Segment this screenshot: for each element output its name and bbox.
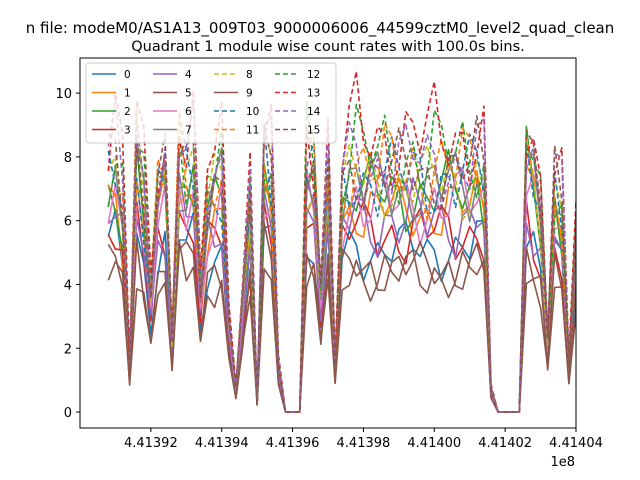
- legend-box: [85, 62, 337, 144]
- x-tick-label: 4.41400: [407, 436, 461, 451]
- x-tick-label: 4.41402: [478, 436, 532, 451]
- legend-label-15: 15: [307, 125, 320, 137]
- legend-label-7: 7: [185, 125, 192, 137]
- chart-title: Quadrant 1 module wise count rates with …: [131, 39, 525, 55]
- y-axis: 0 2 4 6 8 10: [55, 87, 80, 421]
- x-tick-label: 4.41398: [337, 436, 391, 451]
- x-offset-label: 1e8: [550, 455, 575, 470]
- y-tick-label: 4: [64, 278, 72, 293]
- y-tick-label: 2: [64, 342, 72, 357]
- x-tick-label: 4.41392: [124, 436, 178, 451]
- legend-label-11: 11: [246, 125, 259, 137]
- legend-label-1: 1: [124, 88, 131, 100]
- legend-label-4: 4: [185, 69, 192, 81]
- x-tick-label: 4.41394: [195, 436, 249, 451]
- plot-frame: [79, 57, 577, 429]
- legend-label-5: 5: [185, 88, 192, 100]
- series-line-3: [107, 200, 576, 413]
- y-tick-label: 8: [64, 151, 72, 166]
- x-tick-label: 4.41396: [266, 436, 320, 451]
- legend-label-0: 0: [124, 69, 131, 81]
- legend-label-9: 9: [246, 88, 253, 100]
- legend-label-3: 3: [124, 125, 131, 137]
- legend-label-2: 2: [124, 106, 131, 118]
- legend-label-13: 13: [307, 88, 320, 100]
- x-axis: 4.41392 4.41394 4.41396 4.41398 4.41400 4.414…: [124, 428, 603, 451]
- y-tick-label: 6: [64, 215, 72, 230]
- legend-label-8: 8: [246, 69, 253, 81]
- series-line-14: [107, 98, 576, 413]
- legend-label-12: 12: [307, 69, 320, 81]
- series-line-9: [107, 222, 576, 413]
- y-tick-label: 10: [55, 87, 72, 102]
- legend-label-10: 10: [246, 106, 259, 118]
- legend-label-6: 6: [185, 106, 192, 118]
- y-tick-label: 0: [64, 406, 72, 421]
- legend-label-14: 14: [307, 106, 321, 118]
- chart-suptitle: n file: modeM0/AS1A13_009T03_9000006006_…: [26, 19, 615, 38]
- x-tick-label: 4.41404: [549, 436, 603, 451]
